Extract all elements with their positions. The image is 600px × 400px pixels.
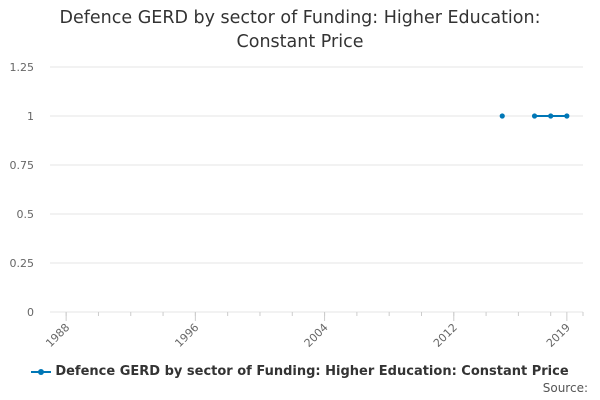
x-tick-label: 1988 — [43, 321, 72, 350]
legend-item[interactable]: Defence GERD by sector of Funding: Highe… — [31, 364, 569, 379]
x-tick-label: 2012 — [431, 321, 460, 350]
data-point — [531, 113, 538, 119]
data-point — [499, 113, 505, 119]
chart-title: Defence GERD by sector of Funding: Highe… — [0, 6, 600, 54]
y-tick-label: 1.25 — [10, 61, 35, 74]
legend-label: Defence GERD by sector of Funding: Highe… — [55, 364, 569, 379]
data-point — [548, 113, 554, 119]
chart-title-line-2: Constant Price — [236, 32, 364, 52]
y-tick-label: 0.5 — [17, 208, 35, 221]
x-tick-label: 1996 — [172, 321, 201, 350]
y-tick-label: 0.75 — [10, 159, 35, 172]
y-tick-label: 0 — [27, 306, 34, 319]
y-tick-label: 0.25 — [10, 257, 35, 270]
x-tick-label: 2019 — [544, 321, 573, 350]
legend-dot — [38, 368, 45, 375]
y-tick-label: 1 — [27, 110, 34, 123]
chart-title-line-1: Defence GERD by sector of Funding: Highe… — [59, 8, 541, 28]
legend-line-marker-icon — [31, 367, 52, 377]
source-label[interactable]: Source: — [542, 381, 588, 395]
data-point — [564, 113, 570, 119]
legend: Defence GERD by sector of Funding: Highe… — [0, 364, 600, 381]
x-tick-label: 2004 — [302, 321, 331, 350]
